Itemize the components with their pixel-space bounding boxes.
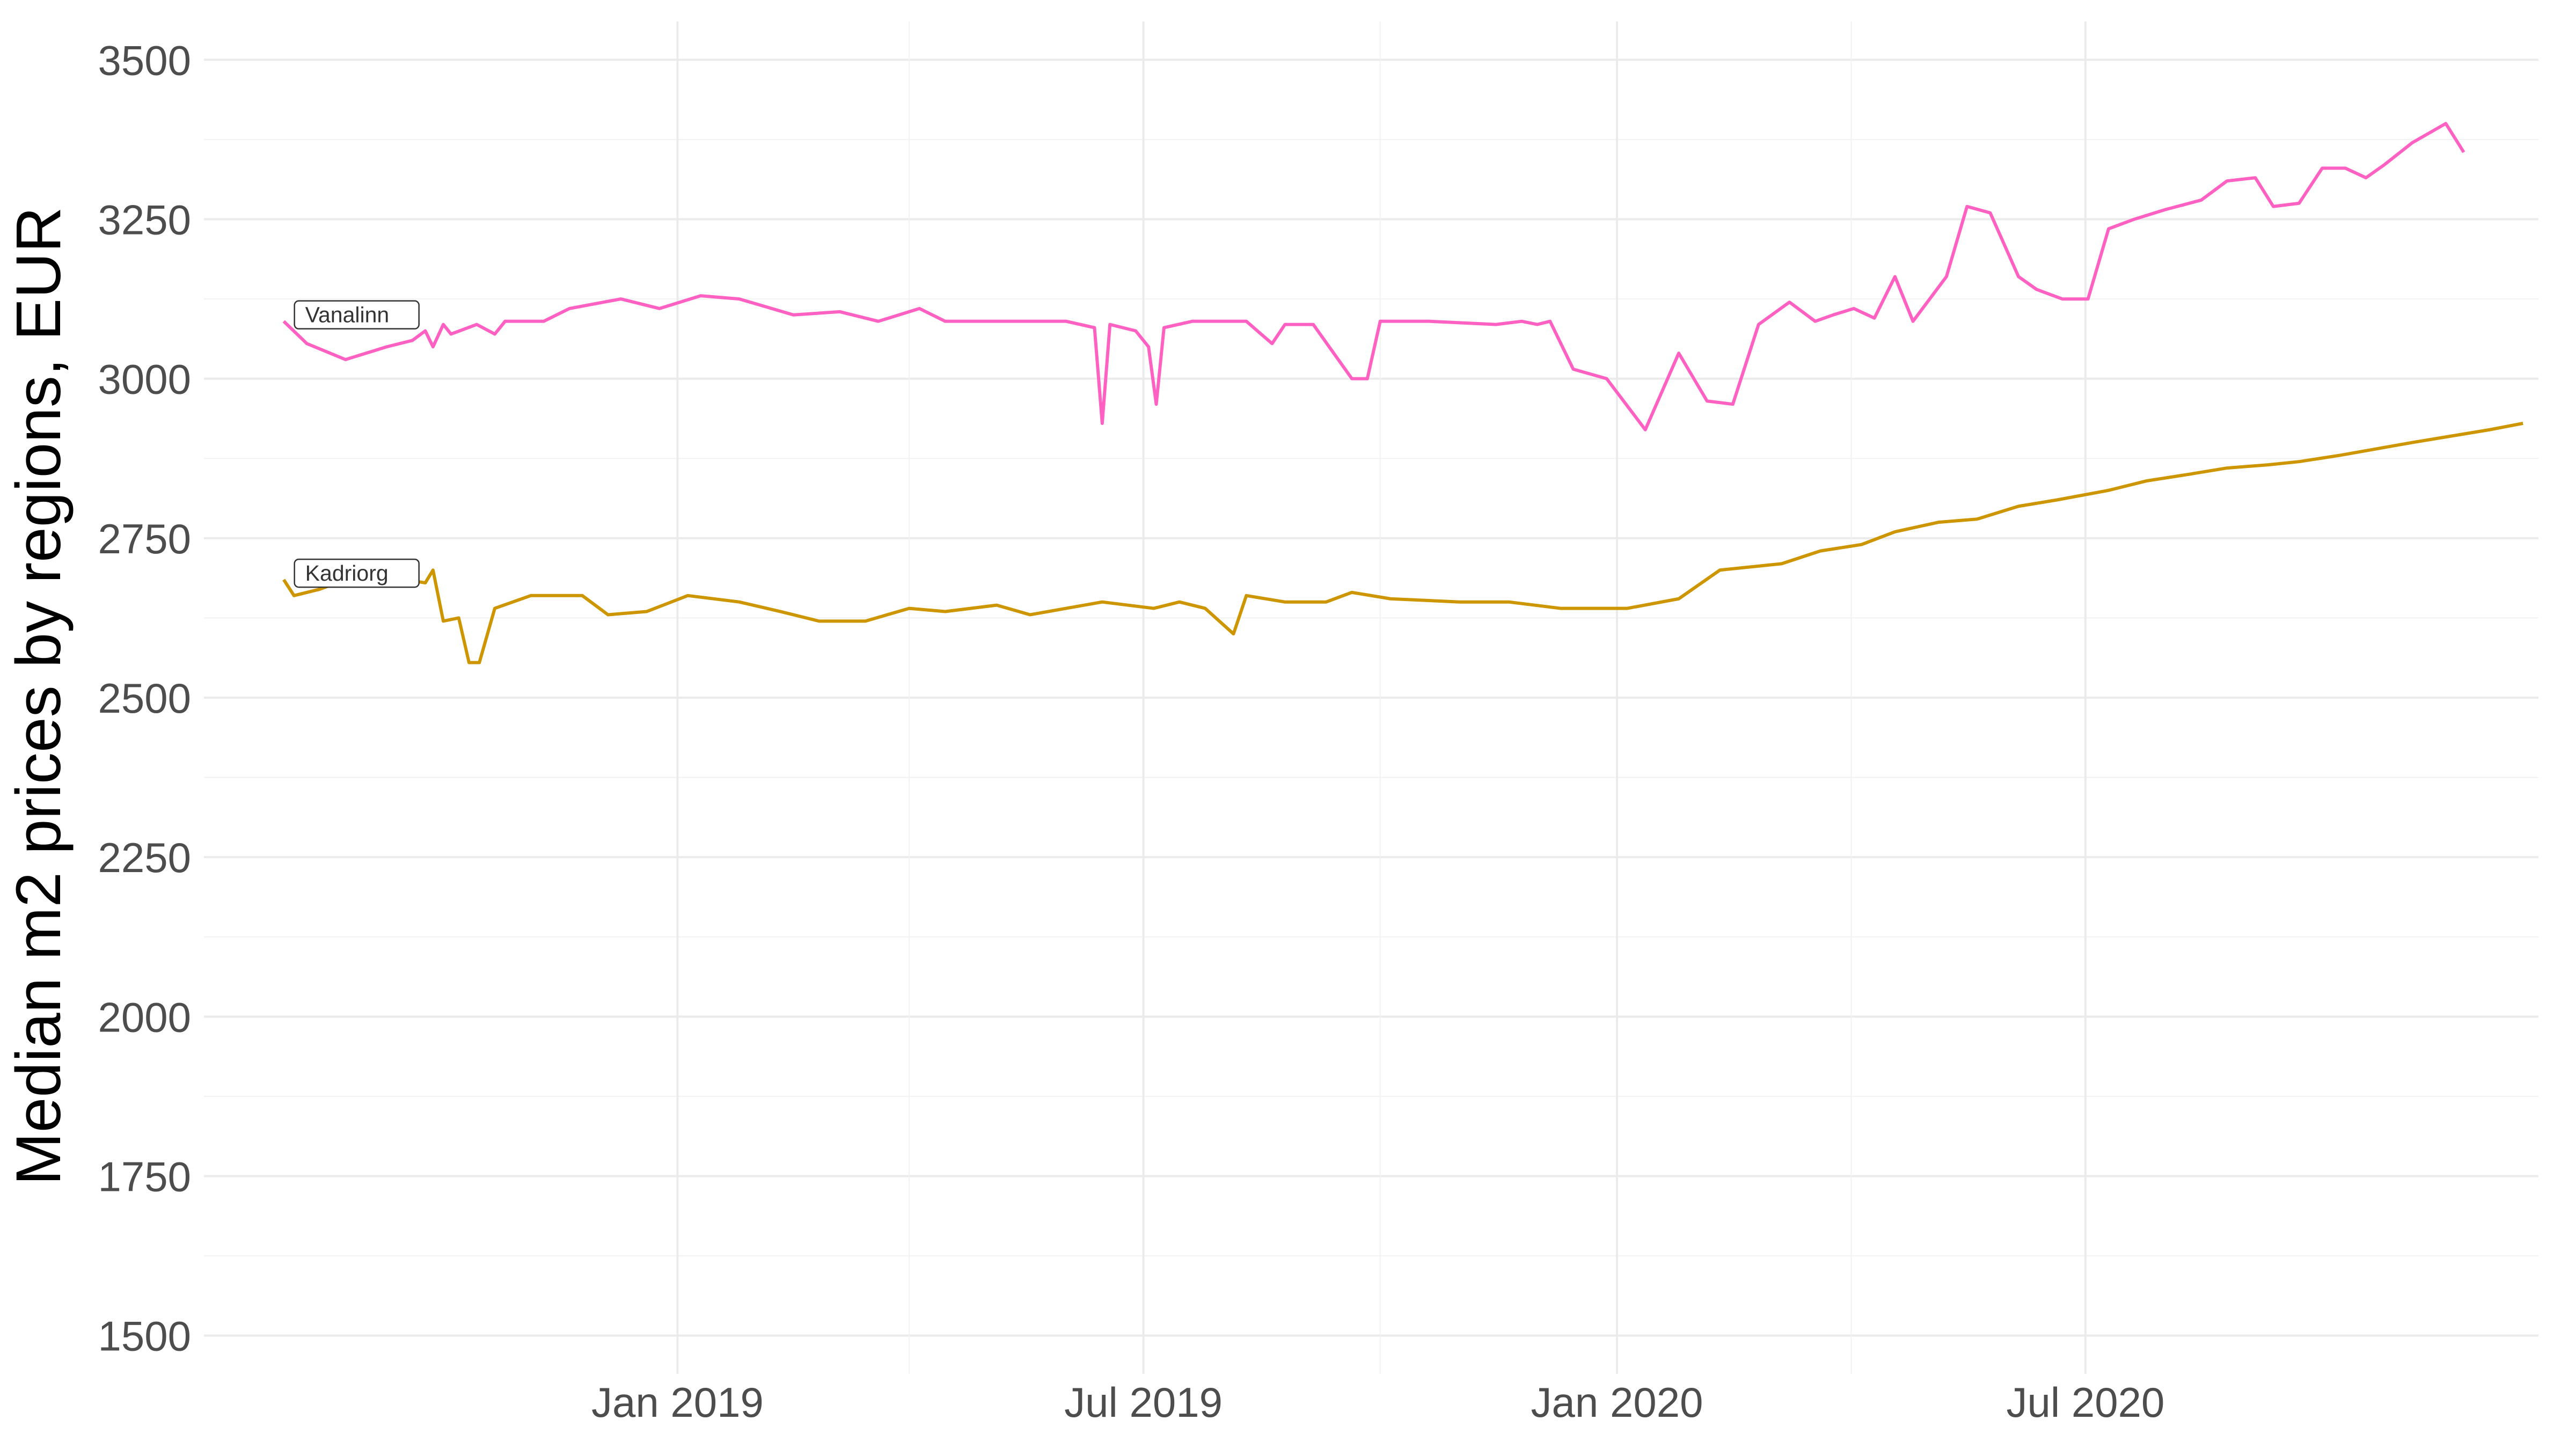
series-line-Kadriorg xyxy=(282,421,2523,664)
x-tick-label: Jan 2019 xyxy=(591,1379,764,1426)
y-tick-label: 2750 xyxy=(98,515,191,562)
y-tick-label: 3500 xyxy=(98,36,191,84)
y-tick-label: 3000 xyxy=(98,356,191,403)
series-label-Kadriorg: Kadriorg xyxy=(294,558,420,588)
y-tick-label: 2500 xyxy=(98,675,191,722)
grid xyxy=(204,21,2538,1374)
series-layer xyxy=(282,122,2523,664)
y-tick-label: 2250 xyxy=(98,834,191,881)
series-line-Vanalinn xyxy=(282,122,2465,431)
x-tick-labels: Jan 2019 Jul 2019 Jan 2020 Jul 2020 xyxy=(591,1379,2164,1426)
y-tick-label: 3250 xyxy=(98,196,191,243)
svg-text:Kadriorg: Kadriorg xyxy=(305,561,389,586)
x-tick-label: Jul 2019 xyxy=(1064,1379,1223,1426)
x-tick-label: Jul 2020 xyxy=(2006,1379,2164,1426)
series-labels: Vanalinn Kadriorg xyxy=(294,300,420,588)
y-tick-label: 2000 xyxy=(98,993,191,1041)
x-tick-label: Jan 2020 xyxy=(1531,1379,1703,1426)
y-tick-label: 1500 xyxy=(98,1313,191,1360)
series-label-Vanalinn: Vanalinn xyxy=(294,300,420,330)
svg-text:Vanalinn: Vanalinn xyxy=(305,303,390,327)
y-tick-labels: 1500 1750 2000 2250 2500 2750 3000 3250 3500 xyxy=(98,36,191,1359)
y-axis-label: Median m2 prices by regions, EUR xyxy=(3,207,74,1185)
y-tick-label: 1750 xyxy=(98,1153,191,1201)
